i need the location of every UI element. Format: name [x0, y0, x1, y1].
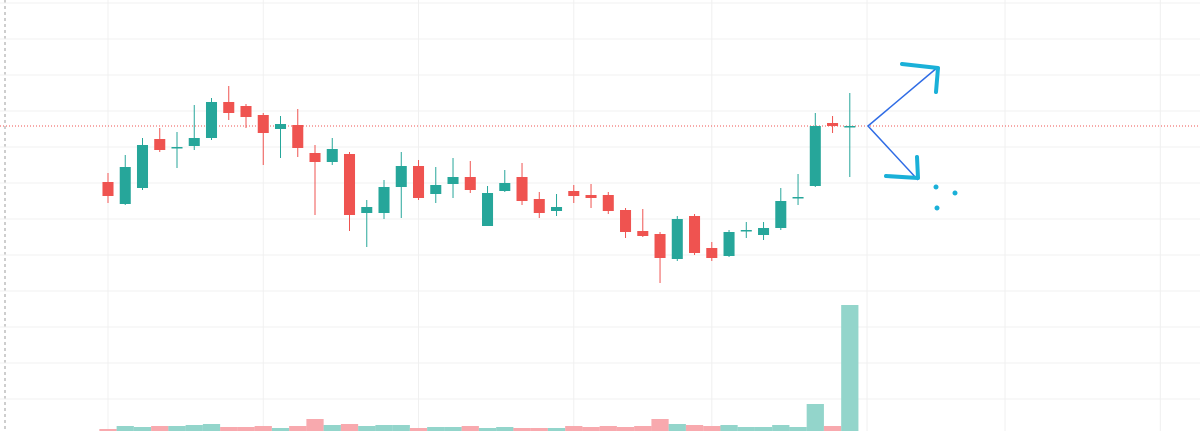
handle-dot[interactable]: [952, 190, 958, 196]
volume-bar: [806, 404, 824, 431]
volume-bar: [513, 428, 531, 431]
volume-bar: [668, 424, 686, 431]
trend-line[interactable]: [866, 66, 939, 181]
candle-body: [568, 191, 580, 196]
volume-bar: [772, 425, 790, 431]
candle-body: [792, 197, 804, 199]
candle-body: [378, 187, 390, 213]
arrow-head[interactable]: [900, 62, 940, 94]
candle-body: [499, 183, 511, 191]
volume-bar: [323, 425, 341, 431]
candle-body: [585, 195, 597, 198]
candle-body: [430, 185, 442, 194]
candle-body: [482, 193, 494, 226]
volume-bar: [461, 426, 479, 431]
candle-body: [309, 153, 321, 162]
candle-body: [551, 207, 563, 211]
volume-bar: [634, 426, 652, 431]
volume-bar: [685, 425, 704, 431]
candle-body: [240, 106, 252, 117]
volume-bar: [409, 428, 428, 431]
candle-body: [326, 149, 338, 162]
volume-bar: [237, 427, 255, 431]
candle-body: [637, 231, 649, 236]
volume-bar: [151, 426, 169, 431]
candle-body: [689, 216, 701, 253]
candle-body: [671, 219, 683, 259]
volume-bar: [340, 424, 359, 431]
candle-body: [395, 166, 407, 187]
volume-bar: [375, 425, 393, 431]
volume-bar: [599, 426, 617, 431]
handle-dot[interactable]: [934, 205, 940, 211]
volume-bar: [306, 419, 324, 431]
volume-bar: [99, 429, 117, 431]
volume-bar: [220, 427, 238, 431]
candle-body: [809, 126, 821, 186]
candle-body: [620, 210, 632, 232]
volume-bar: [116, 426, 134, 431]
volume-bar: [392, 425, 410, 431]
volume-bar: [789, 427, 807, 431]
volume-bar: [651, 419, 669, 431]
candle-body: [119, 167, 131, 204]
candle-body: [171, 147, 183, 149]
volume-bar: [478, 428, 497, 431]
candle-body: [723, 232, 735, 256]
volume-bar: [289, 426, 307, 431]
candle-body: [154, 139, 166, 150]
volume-bar: [737, 427, 755, 431]
volume-bar: [823, 426, 842, 431]
volume-bar: [547, 428, 566, 431]
candle-body: [292, 125, 304, 148]
volume-bar: [496, 427, 514, 431]
candle-body: [361, 207, 373, 213]
candle-body: [775, 201, 787, 228]
handle-dot[interactable]: [933, 184, 939, 190]
candle-body: [464, 177, 476, 190]
candle-body: [844, 126, 856, 128]
volume-bar: [444, 427, 462, 431]
volume-bar: [168, 426, 186, 431]
volume-bar: [202, 424, 221, 431]
volume-bar: [427, 427, 445, 431]
candle-body: [706, 248, 718, 258]
volume-bar: [720, 425, 738, 431]
candle-body: [447, 177, 459, 184]
candle-body: [654, 234, 666, 258]
candle-body: [136, 145, 149, 188]
candle-body: [758, 228, 770, 235]
candle-body: [102, 182, 114, 196]
candle-body: [516, 177, 528, 201]
candle-body: [205, 102, 218, 138]
volume-bar: [754, 427, 773, 431]
volume-bar: [254, 426, 272, 431]
candle-body: [343, 154, 356, 215]
candle-body: [412, 166, 425, 198]
volume-bar: [841, 305, 859, 431]
volume-bar: [565, 426, 583, 431]
drawing-annotation[interactable]: [866, 62, 958, 211]
volume-bar: [582, 427, 600, 431]
volume-bar: [185, 425, 203, 431]
candle-body: [827, 123, 839, 126]
candle-body: [274, 124, 287, 129]
candle-body: [188, 138, 200, 146]
candle-body: [533, 199, 545, 213]
volume-bar: [530, 428, 548, 431]
volume-bar: [703, 426, 721, 431]
volume-bar: [133, 427, 152, 431]
candle-body: [602, 195, 614, 211]
candle-body: [740, 230, 752, 232]
volume-bar: [271, 428, 290, 431]
candle-body: [223, 102, 235, 113]
volume-bar: [616, 427, 635, 431]
volume-bar: [358, 426, 376, 431]
arrow-head[interactable]: [884, 155, 920, 180]
candle-body: [257, 115, 269, 133]
